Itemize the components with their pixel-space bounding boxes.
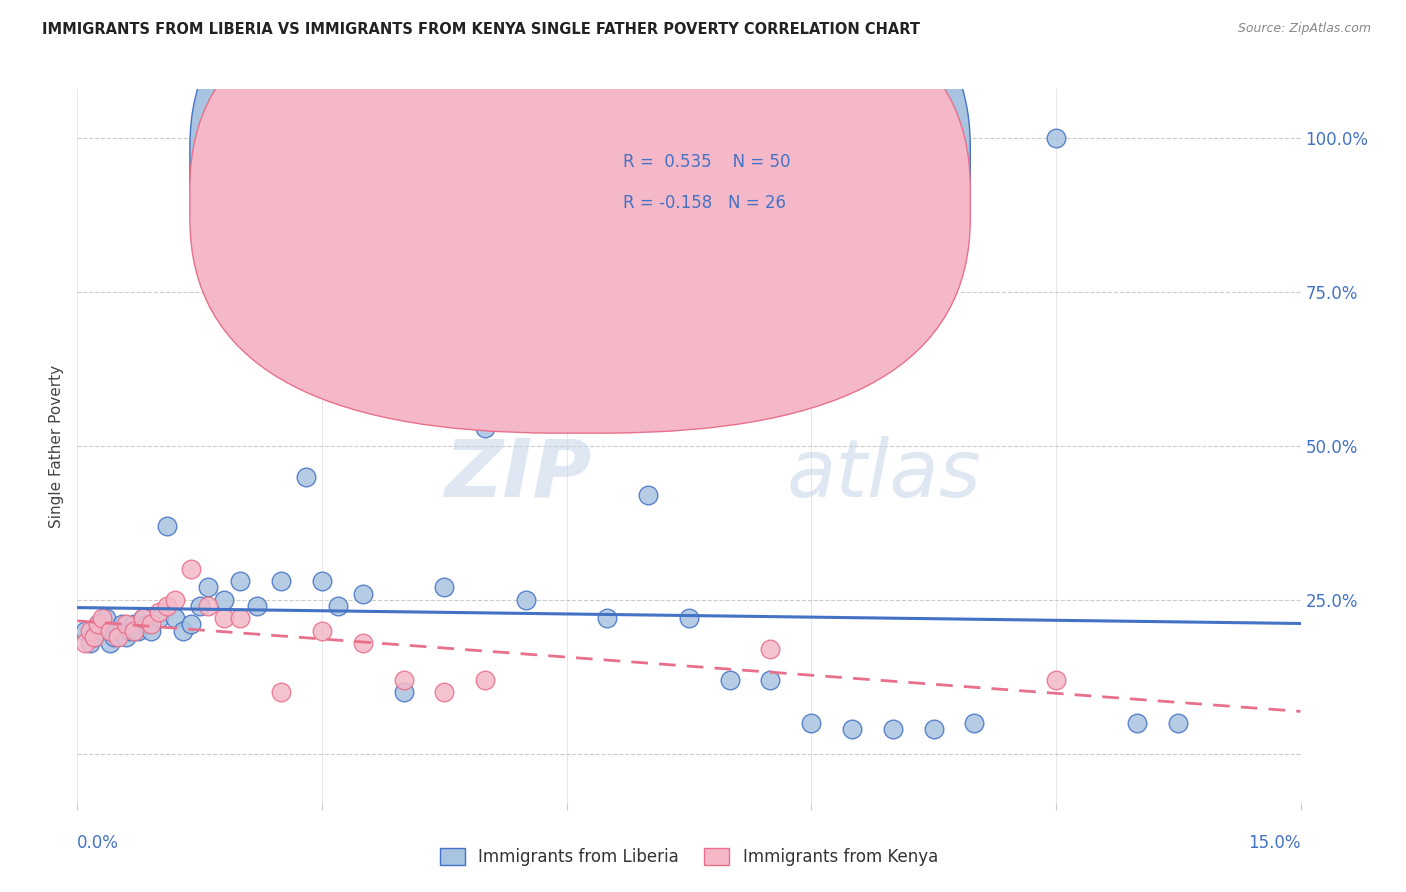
- Point: [759, 642, 782, 657]
- Text: atlas: atlas: [787, 435, 981, 514]
- Point: [311, 574, 333, 589]
- Point: [963, 715, 986, 730]
- Point: [212, 611, 235, 625]
- Text: 15.0%: 15.0%: [1249, 834, 1301, 852]
- Point: [352, 587, 374, 601]
- Point: [433, 581, 456, 595]
- Text: Source: ZipAtlas.com: Source: ZipAtlas.com: [1237, 22, 1371, 36]
- Point: [165, 611, 187, 625]
- Point: [841, 722, 863, 736]
- Point: [392, 673, 415, 687]
- Point: [83, 630, 105, 644]
- FancyBboxPatch shape: [530, 125, 897, 239]
- Point: [75, 624, 97, 638]
- Point: [637, 488, 659, 502]
- Point: [1045, 673, 1067, 687]
- Text: ZIP: ZIP: [444, 435, 591, 514]
- Point: [103, 630, 125, 644]
- Point: [87, 617, 110, 632]
- Point: [197, 581, 219, 595]
- Point: [120, 624, 142, 638]
- Point: [1045, 131, 1067, 145]
- Point: [678, 611, 700, 625]
- Point: [352, 636, 374, 650]
- Point: [294, 469, 316, 483]
- Point: [922, 722, 945, 736]
- Point: [75, 636, 97, 650]
- Point: [270, 685, 292, 699]
- Point: [107, 624, 129, 638]
- Point: [98, 636, 121, 650]
- Point: [1126, 715, 1149, 730]
- Text: R =  0.535    N = 50: R = 0.535 N = 50: [623, 153, 790, 171]
- Point: [107, 630, 129, 644]
- Point: [555, 409, 578, 423]
- Legend: Immigrants from Liberia, Immigrants from Kenya: Immigrants from Liberia, Immigrants from…: [433, 841, 945, 873]
- Point: [311, 624, 333, 638]
- FancyBboxPatch shape: [190, 0, 970, 392]
- Point: [124, 624, 146, 638]
- Point: [392, 685, 415, 699]
- Point: [131, 611, 153, 625]
- Point: [131, 611, 153, 625]
- Point: [90, 611, 112, 625]
- Point: [474, 673, 496, 687]
- Point: [188, 599, 211, 613]
- Point: [197, 599, 219, 613]
- Point: [229, 574, 252, 589]
- Point: [229, 611, 252, 625]
- Point: [148, 611, 170, 625]
- Point: [79, 636, 101, 650]
- Point: [596, 611, 619, 625]
- Point: [139, 617, 162, 632]
- Point: [800, 715, 823, 730]
- FancyBboxPatch shape: [190, 0, 970, 434]
- Point: [90, 624, 112, 638]
- Point: [115, 617, 138, 632]
- Point: [1167, 715, 1189, 730]
- Point: [433, 685, 456, 699]
- Point: [148, 605, 170, 619]
- Point: [111, 617, 134, 632]
- Point: [180, 617, 202, 632]
- Point: [515, 592, 537, 607]
- Point: [718, 673, 741, 687]
- Point: [156, 599, 179, 613]
- Text: 0.0%: 0.0%: [77, 834, 120, 852]
- Point: [83, 630, 105, 644]
- Point: [115, 630, 138, 644]
- Point: [94, 611, 117, 625]
- Point: [212, 592, 235, 607]
- Point: [139, 624, 162, 638]
- Point: [882, 722, 904, 736]
- Point: [328, 599, 350, 613]
- Text: IMMIGRANTS FROM LIBERIA VS IMMIGRANTS FROM KENYA SINGLE FATHER POVERTY CORRELATI: IMMIGRANTS FROM LIBERIA VS IMMIGRANTS FR…: [42, 22, 920, 37]
- Point: [270, 574, 292, 589]
- Point: [474, 420, 496, 434]
- Y-axis label: Single Father Poverty: Single Father Poverty: [49, 365, 65, 527]
- Point: [172, 624, 194, 638]
- Point: [98, 624, 121, 638]
- Point: [156, 519, 179, 533]
- Point: [87, 617, 110, 632]
- Point: [79, 624, 101, 638]
- Point: [124, 617, 146, 632]
- Text: R = -0.158   N = 26: R = -0.158 N = 26: [623, 194, 786, 212]
- Point: [165, 592, 187, 607]
- Point: [128, 624, 150, 638]
- Point: [180, 562, 202, 576]
- Point: [759, 673, 782, 687]
- Point: [246, 599, 269, 613]
- Point: [135, 617, 157, 632]
